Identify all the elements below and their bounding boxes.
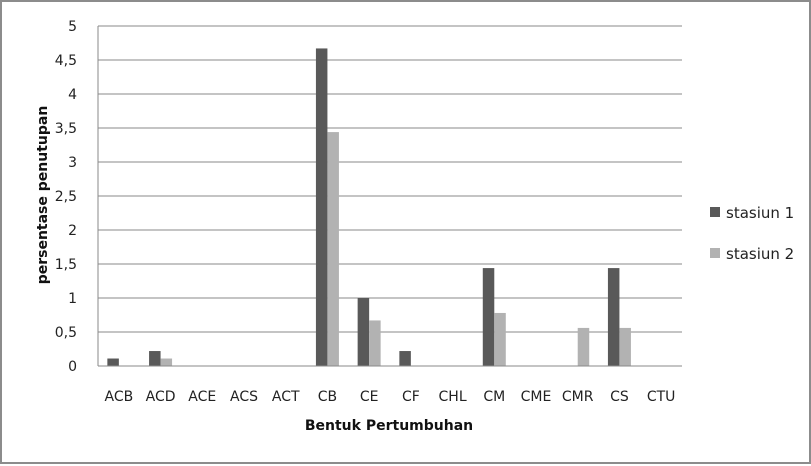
x-tick-label: ACD (146, 389, 176, 405)
x-tick-labels: ACB ACD ACE ACS ACT CB CE CF CHL CM CME CMR CS CTU (104, 389, 675, 405)
y-tick-label: 1 (68, 291, 77, 307)
y-tick-label: 0 (68, 359, 77, 375)
bar-stasiun-2-CB (327, 132, 339, 366)
x-tick-label: CE (360, 389, 379, 405)
y-axis-title: persentase penutupan (35, 106, 51, 285)
bar-stasiun-1-CB (315, 48, 328, 366)
axes (97, 26, 682, 367)
legend-label-stasiun-2: stasiun 2 (726, 245, 794, 263)
bar-stasiun-1-CS (607, 268, 620, 366)
y-tick-label: 1,5 (55, 257, 77, 273)
y-tick-label: 4,5 (55, 53, 77, 69)
y-tick-label: 3 (68, 155, 77, 171)
gridlines (98, 25, 682, 333)
y-tick-label: 2,5 (55, 189, 77, 205)
bar-stasiun-2-ACD (160, 358, 173, 366)
y-tick-labels: 0 0,5 1 1,5 2 2,5 3 3,5 4 4,5 5 (55, 19, 77, 375)
bar-stasiun-2-CS (619, 327, 631, 366)
x-tick-label: CMR (562, 389, 594, 405)
legend-label-stasiun-1: stasiun 1 (726, 204, 794, 222)
bars (107, 48, 631, 366)
bar-stasiun-1-ACD (149, 351, 161, 366)
bar-stasiun-1-ACB (107, 358, 119, 366)
bar-stasiun-2-CE (369, 320, 381, 366)
bar-stasiun-2-CMR (577, 327, 590, 366)
legend: stasiun 1 stasiun 2 (710, 204, 794, 263)
x-tick-label: ACT (272, 389, 300, 405)
x-tick-label: CB (318, 389, 337, 405)
x-tick-label: ACE (188, 389, 216, 405)
y-tick-label: 5 (68, 19, 77, 35)
x-tick-label: CS (610, 389, 629, 405)
legend-swatch-stasiun-1 (710, 207, 720, 217)
bar-stasiun-1-CF (399, 351, 411, 366)
x-tick-label: ACB (104, 389, 133, 405)
bar-stasiun-1-CM (482, 268, 495, 366)
x-axis-title: Bentuk Pertumbuhan (305, 418, 473, 434)
bar-stasiun-2-CM (494, 312, 506, 366)
y-tick-label: 0,5 (55, 325, 77, 341)
x-tick-label: CHL (439, 389, 467, 405)
legend-swatch-stasiun-2 (710, 248, 720, 258)
x-tick-label: CF (402, 389, 420, 405)
y-tick-label: 2 (68, 223, 77, 239)
bar-stasiun-1-CE (357, 298, 370, 366)
x-tick-label: CME (521, 389, 552, 405)
x-tick-label: ACS (230, 389, 258, 405)
x-tick-label: CTU (647, 389, 676, 405)
y-tick-label: 3,5 (55, 121, 77, 137)
y-tick-label: 4 (68, 87, 77, 103)
x-tick-label: CM (483, 389, 505, 405)
